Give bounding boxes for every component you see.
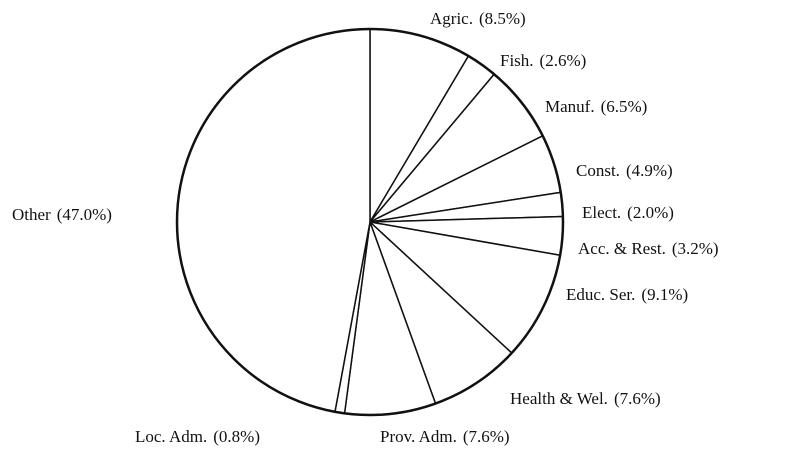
value-label: (7.6%) (463, 427, 510, 446)
pie-slice (176, 28, 371, 413)
value-label: (4.9%) (626, 161, 673, 180)
slice-label: Other (47.0%) (12, 205, 112, 224)
category-label: Const. (576, 161, 620, 180)
slice-label: Acc. & Rest. (3.2%) (578, 239, 719, 258)
value-label: (6.5%) (601, 97, 648, 116)
slice-label: Health & Wel. (7.6%) (510, 389, 661, 408)
slice-label: Const. (4.9%) (576, 161, 673, 180)
category-label: Elect. (582, 203, 621, 222)
category-label: Manuf. (545, 97, 595, 116)
value-label: (8.5%) (479, 9, 526, 28)
value-label: (3.2%) (672, 239, 719, 258)
slice-label: Manuf. (6.5%) (545, 97, 647, 116)
slice-label: Fish. (2.6%) (500, 51, 586, 70)
slice-label: Agric. (8.5%) (430, 9, 526, 28)
category-label: Agric. (430, 9, 473, 28)
category-label: Health & Wel. (510, 389, 608, 408)
category-label: Other (12, 205, 51, 224)
value-label: (0.8%) (213, 427, 260, 446)
category-label: Loc. Adm. (135, 427, 207, 446)
slice-label: Loc. Adm. (0.8%) (135, 427, 260, 446)
value-label: (9.1%) (641, 285, 688, 304)
slice-label: Prov. Adm. (7.6%) (380, 427, 510, 446)
category-label: Educ. Ser. (566, 285, 635, 304)
value-label: (7.6%) (614, 389, 661, 408)
slice-label: Educ. Ser. (9.1%) (566, 285, 688, 304)
category-label: Prov. Adm. (380, 427, 457, 446)
category-label: Acc. & Rest. (578, 239, 666, 258)
value-label: (2.0%) (627, 203, 674, 222)
value-label: (2.6%) (540, 51, 587, 70)
slice-label: Elect. (2.0%) (582, 203, 674, 222)
pie-outline (175, 27, 565, 417)
value-label: (47.0%) (57, 205, 112, 224)
category-label: Fish. (500, 51, 534, 70)
